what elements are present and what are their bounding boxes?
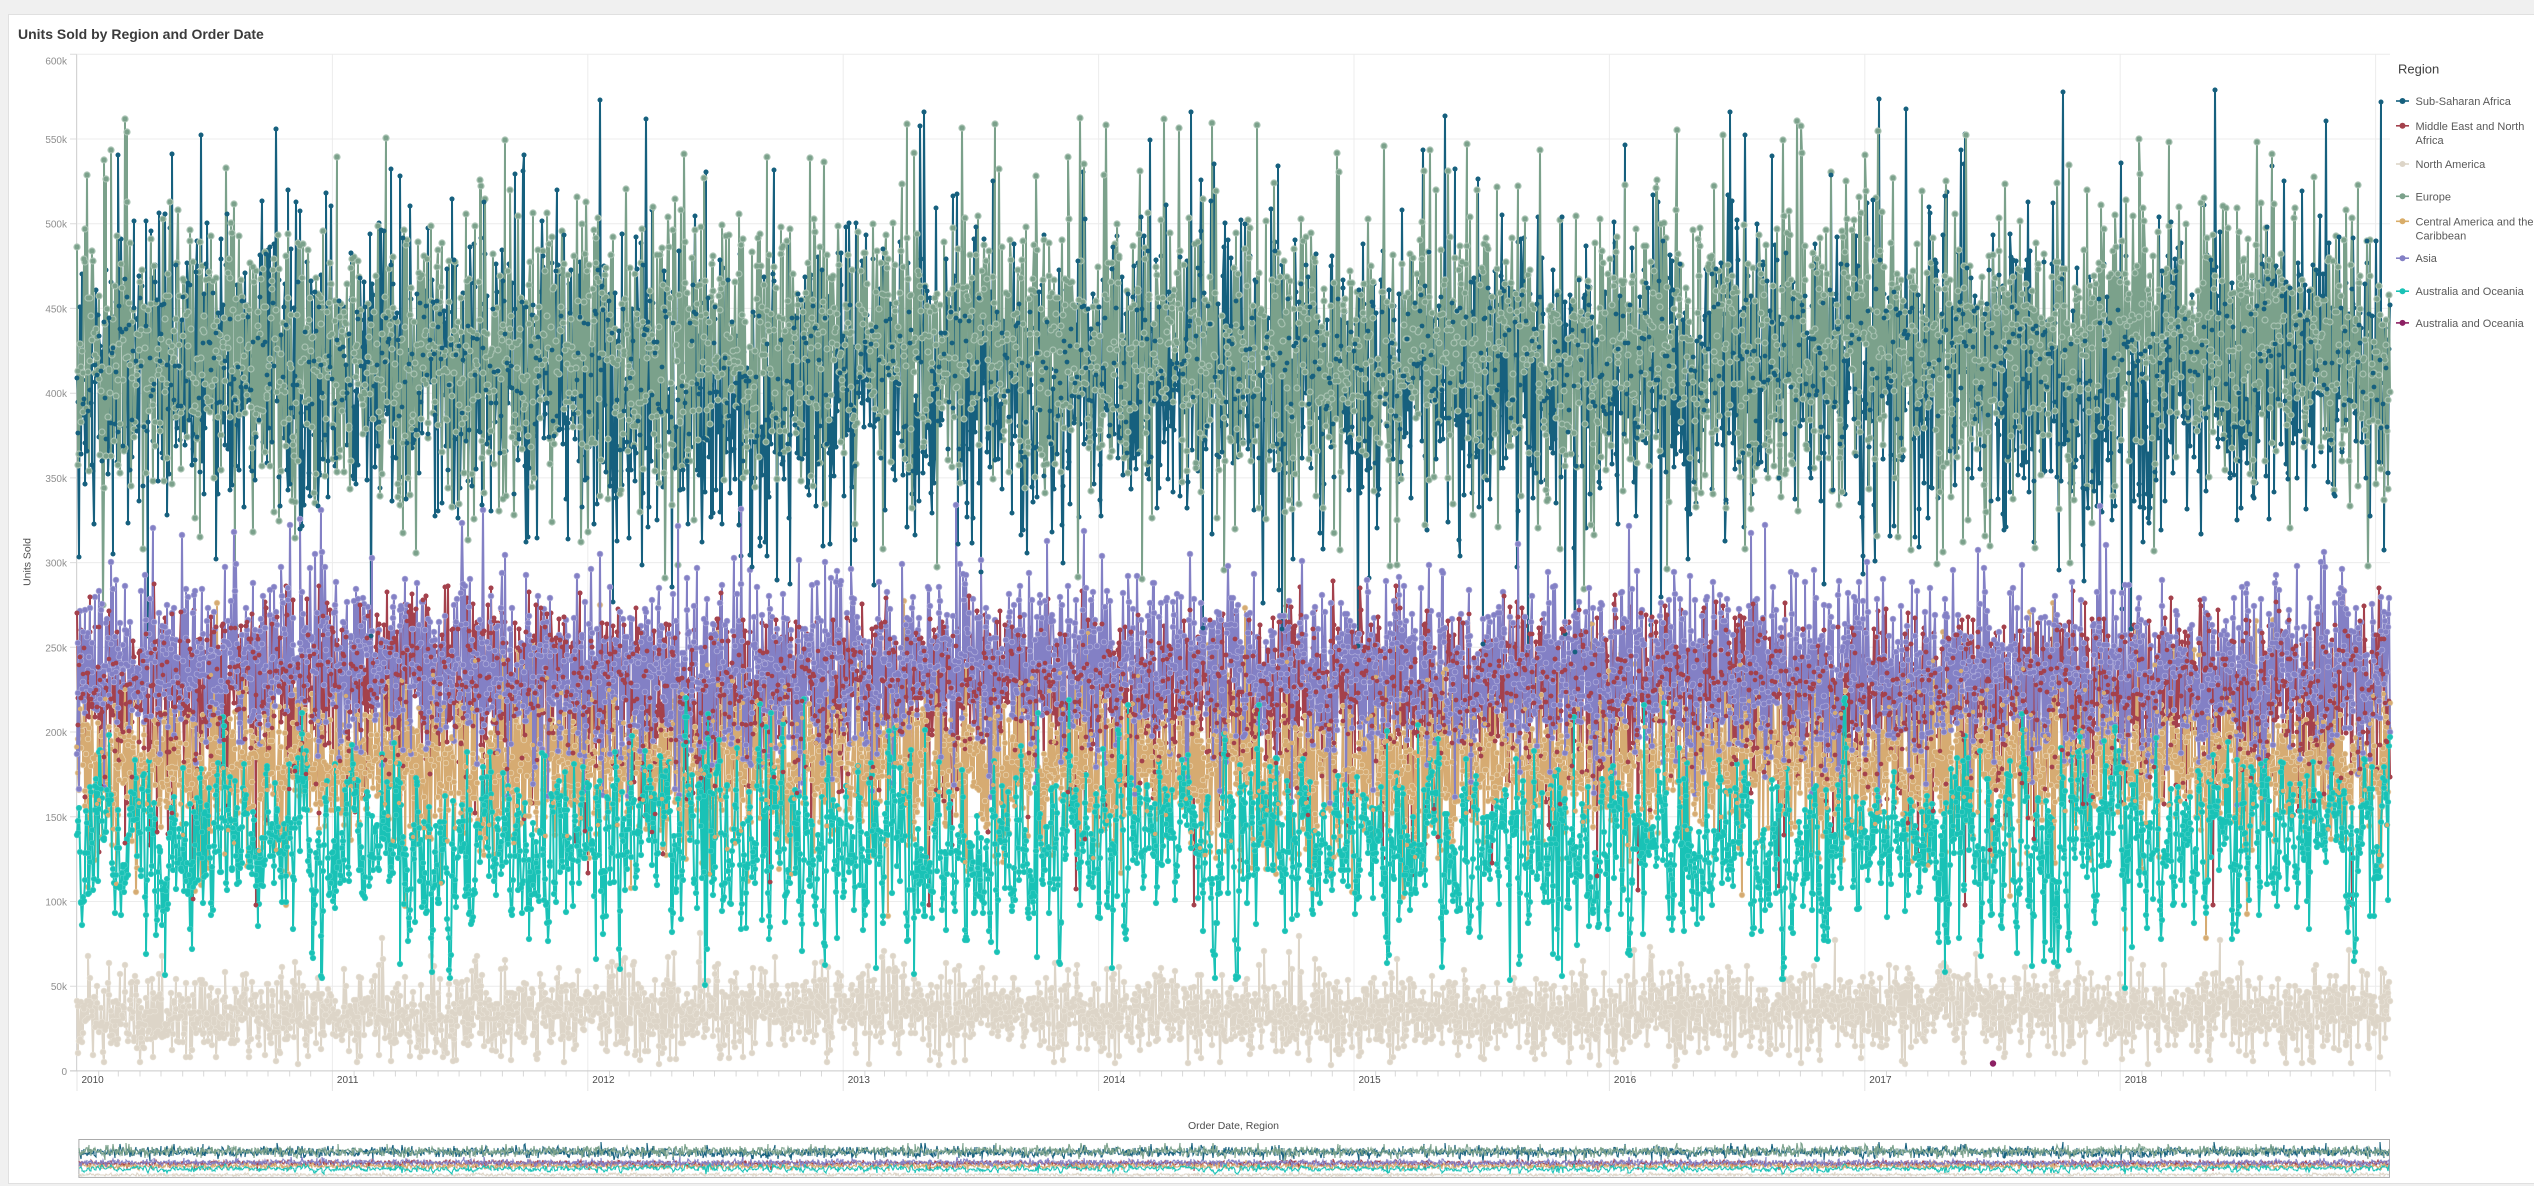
svg-text:Units Sold: Units Sold	[22, 538, 34, 586]
svg-text:400k: 400k	[45, 389, 68, 400]
svg-text:Middle East and North: Middle East and North	[2416, 121, 2525, 133]
svg-text:Order Date, Region: Order Date, Region	[1188, 1120, 1279, 1132]
svg-text:100k: 100k	[45, 898, 68, 909]
svg-text:2017: 2017	[1869, 1075, 1892, 1086]
svg-text:2011: 2011	[337, 1075, 359, 1086]
svg-text:Australia and Oceania: Australia and Oceania	[2416, 286, 2525, 298]
svg-text:200k: 200k	[45, 728, 68, 739]
svg-text:Australia and Oceania: Australia and Oceania	[2416, 318, 2525, 330]
svg-text:2015: 2015	[1359, 1075, 1382, 1086]
svg-text:300k: 300k	[45, 559, 68, 570]
svg-text:600k: 600k	[45, 57, 68, 68]
svg-text:2013: 2013	[848, 1075, 871, 1086]
svg-text:50k: 50k	[51, 982, 68, 993]
svg-text:Region: Region	[2398, 62, 2439, 77]
svg-text:350k: 350k	[45, 474, 68, 485]
svg-text:North America: North America	[2416, 159, 2487, 171]
svg-text:2016: 2016	[1614, 1075, 1637, 1086]
svg-text:0: 0	[61, 1067, 67, 1078]
svg-text:Europe: Europe	[2416, 191, 2451, 203]
svg-text:500k: 500k	[45, 220, 68, 231]
svg-text:2012: 2012	[592, 1075, 615, 1086]
svg-text:Africa: Africa	[2416, 135, 2445, 147]
svg-text:Units Sold by Region and Order: Units Sold by Region and Order Date	[18, 26, 264, 42]
svg-text:2010: 2010	[82, 1075, 105, 1086]
svg-text:Caribbean: Caribbean	[2416, 230, 2467, 242]
svg-text:150k: 150k	[45, 813, 68, 824]
svg-text:450k: 450k	[45, 304, 68, 315]
svg-text:Sub-Saharan Africa: Sub-Saharan Africa	[2416, 96, 2512, 108]
svg-text:250k: 250k	[45, 643, 68, 654]
svg-text:Asia: Asia	[2416, 253, 2438, 265]
svg-text:Central America and the: Central America and the	[2416, 216, 2534, 228]
svg-text:2014: 2014	[1103, 1075, 1126, 1086]
svg-text:2018: 2018	[2125, 1075, 2148, 1086]
svg-text:550k: 550k	[45, 135, 68, 146]
